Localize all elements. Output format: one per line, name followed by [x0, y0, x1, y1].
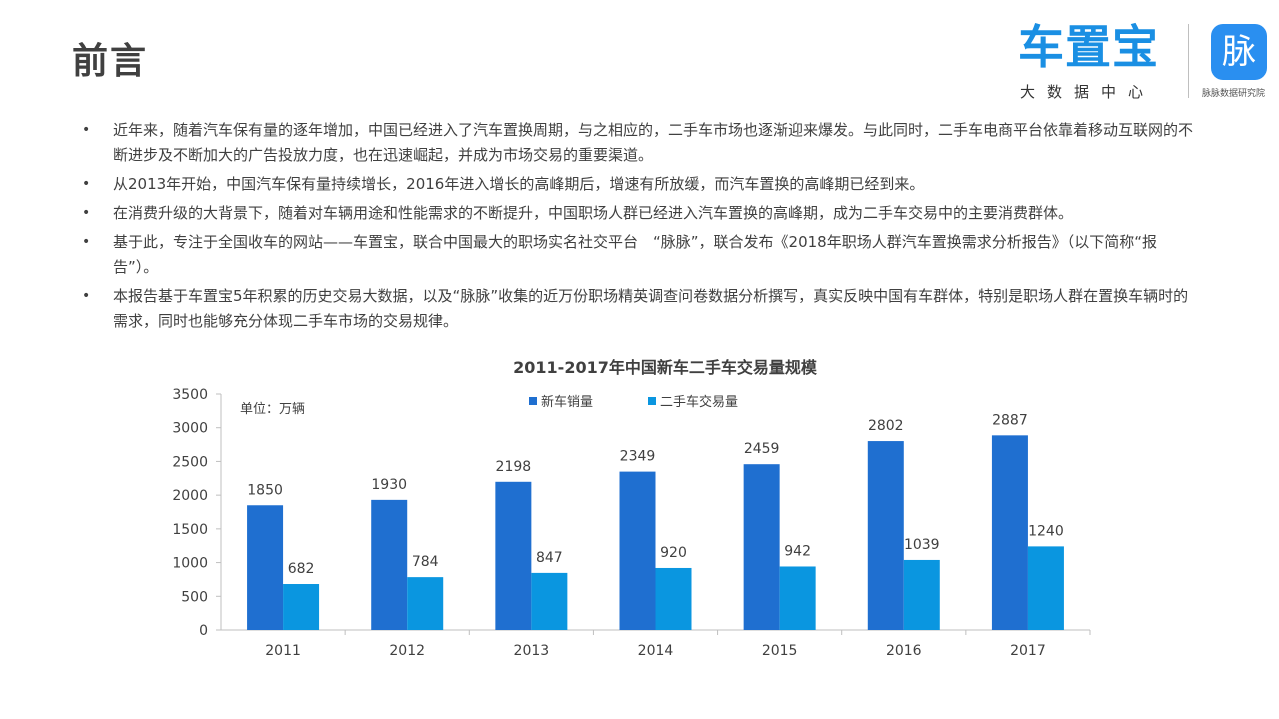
y-tick-label: 500	[181, 589, 208, 605]
intro-text: 本报告基于车置宝5年积累的历史交易大数据，以及“脉脉”收集的近万份职场精英调查问…	[113, 287, 1189, 330]
bar-used-car	[779, 566, 816, 630]
bar-used-car	[903, 559, 940, 630]
bullet: •	[82, 234, 91, 250]
maimai-logo: 脉	[1211, 24, 1267, 80]
legend-swatch-new-car	[529, 397, 537, 405]
bullet: •	[82, 122, 91, 138]
y-tick-label: 1500	[172, 522, 208, 538]
bullet: •	[82, 176, 91, 192]
data-label-used-car: 682	[288, 561, 315, 577]
logo-divider	[1188, 24, 1189, 98]
data-label-used-car: 942	[784, 543, 811, 559]
data-label-used-car: 784	[412, 554, 439, 570]
bar-used-car	[407, 577, 444, 630]
data-label-new-car: 2349	[620, 449, 656, 465]
legend-swatch-used-car	[648, 397, 656, 405]
bullet: •	[82, 205, 91, 221]
chezhibao-logo: 车置宝	[1018, 20, 1159, 74]
maimai-logo-subtitle: 脉脉数据研究院	[1202, 89, 1266, 99]
data-label-new-car: 1930	[371, 477, 407, 493]
y-tick-label: 3500	[172, 387, 208, 403]
data-label-used-car: 1039	[904, 537, 940, 553]
x-tick-label: 2016	[886, 643, 922, 659]
intro-text: 从2013年开始，中国汽车保有量持续增长，2016年进入增长的高峰期后，增速有所…	[113, 175, 925, 193]
y-tick-label: 2000	[172, 488, 208, 504]
intro-item: • 本报告基于车置宝5年积累的历史交易大数据，以及“脉脉”收集的近万份职场精英调查…	[82, 284, 1202, 334]
bar-new-car	[371, 499, 408, 630]
bar-new-car	[743, 464, 780, 630]
chezhibao-logo-subtitle: 大数据中心	[1020, 83, 1156, 101]
data-label-new-car: 2887	[992, 412, 1028, 428]
y-tick-label: 3000	[172, 421, 208, 437]
y-tick-label: 0	[199, 623, 208, 639]
data-label-used-car: 920	[660, 545, 687, 561]
x-tick-label: 2015	[762, 643, 798, 659]
intro-item: • 基于此，专注于全国收车的网站——车置宝，联合中国最大的职场实名社交平台 “脉脉…	[82, 230, 1202, 280]
bar-used-car	[655, 567, 692, 630]
bar-new-car	[991, 435, 1028, 630]
x-tick-label: 2012	[389, 643, 425, 659]
bar-used-car	[1027, 546, 1064, 630]
data-label-new-car: 2198	[496, 459, 532, 475]
bar-new-car	[619, 471, 656, 630]
y-tick-label: 1000	[172, 556, 208, 572]
legend-label-used-car: 二手车交易量	[660, 394, 738, 410]
x-tick-label: 2013	[514, 643, 550, 659]
intro-text: 近年来，随着汽车保有量的逐年增加，中国已经进入了汽车置换周期，与之相应的，二手车…	[113, 121, 1194, 164]
bar-new-car	[247, 505, 284, 630]
data-label-new-car: 2459	[744, 441, 780, 457]
intro-item: • 在消费升级的大背景下，随着对车辆用途和性能需求的不断提升，中国职场人群已经进入…	[82, 201, 1202, 226]
data-label-new-car: 1850	[247, 482, 283, 498]
chart-title: 2011-2017年中国新车二手车交易量规模	[513, 358, 818, 377]
data-label-used-car: 1240	[1028, 523, 1064, 539]
y-tick-label: 2500	[172, 454, 208, 470]
page-title: 前言	[72, 41, 149, 82]
x-tick-label: 2014	[638, 643, 674, 659]
intro-text: 基于此，专注于全国收车的网站——车置宝，联合中国最大的职场实名社交平台 “脉脉”…	[113, 233, 1157, 276]
bar-new-car	[495, 481, 532, 630]
data-label-new-car: 2802	[868, 418, 904, 434]
x-tick-label: 2011	[265, 643, 301, 659]
intro-text: 在消费升级的大背景下，随着对车辆用途和性能需求的不断提升，中国职场人群已经进入汽…	[113, 204, 1074, 222]
unit-label: 单位：万辆	[240, 402, 305, 417]
intro-item: • 从2013年开始，中国汽车保有量持续增长，2016年进入增长的高峰期后，增速有…	[82, 172, 1202, 197]
intro-item: • 近年来，随着汽车保有量的逐年增加，中国已经进入了汽车置换周期，与之相应的，二手…	[82, 118, 1202, 168]
data-label-used-car: 847	[536, 550, 563, 566]
legend-label-new-car: 新车销量	[541, 394, 593, 410]
bar-new-car	[867, 441, 904, 630]
bar-used-car	[283, 584, 320, 630]
x-tick-label: 2017	[1010, 643, 1046, 659]
bar-used-car	[531, 572, 568, 630]
intro-list: • 近年来，随着汽车保有量的逐年增加，中国已经进入了汽车置换周期，与之相应的，二手…	[82, 118, 1202, 338]
bullet: •	[82, 288, 91, 304]
